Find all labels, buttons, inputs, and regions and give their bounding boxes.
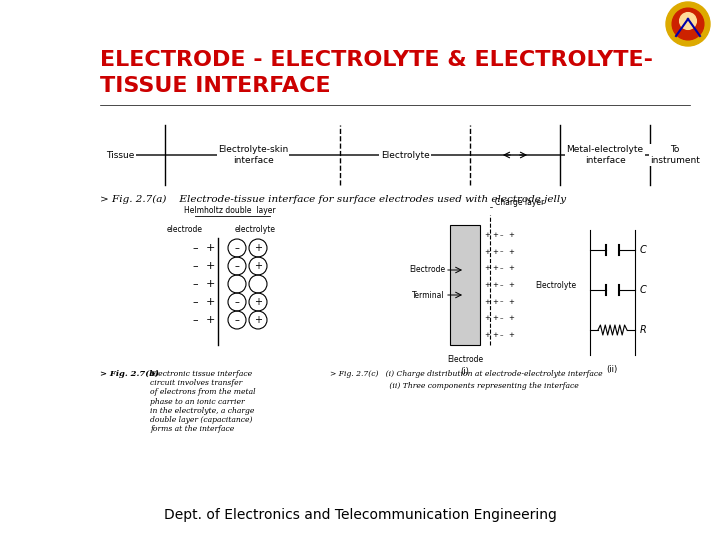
Bar [450,225,480,345]
Text: Helmholtz double  layer: Helmholtz double layer [184,206,276,215]
Text: –: – [192,297,198,307]
Text: –: – [192,243,198,253]
Text: –: – [235,315,240,325]
Circle shape [672,8,704,40]
Text: +: + [508,315,514,321]
Text: +: + [492,299,498,305]
Text: Electrolyte-skin
interface: Electrolyte-skin interface [218,145,288,165]
Text: Dept. of Electronics and Telecommunication Engineering: Dept. of Electronics and Telecommunicati… [163,508,557,522]
Text: –: – [500,332,503,338]
Text: electrode: electrode [167,225,203,234]
Text: +: + [484,332,490,338]
Text: To
instrument: To instrument [650,145,700,165]
Text: Electrolyte: Electrolyte [381,151,429,159]
Text: +: + [508,282,514,288]
Text: R: R [640,325,647,335]
Text: +: + [492,248,498,255]
Text: +: + [484,299,490,305]
Text: Electronic tissue interface
circuit involves transfer
of electrons from the meta: Electronic tissue interface circuit invo… [150,370,256,433]
Text: Terminal: Terminal [413,291,445,300]
Text: +: + [484,248,490,255]
Text: Electrolyte: Electrolyte [535,280,576,289]
Text: –: – [235,261,240,271]
Text: Electrode: Electrode [409,266,445,274]
Text: > Fig. 2.7(c)   (i) Charge distribution at electrode-electrolyte interface: > Fig. 2.7(c) (i) Charge distribution at… [330,370,603,378]
Text: –: – [500,265,503,271]
Text: –: – [192,315,198,325]
Text: +: + [254,261,262,271]
Text: –: – [192,279,198,289]
Text: +: + [484,282,490,288]
Text: +: + [492,232,498,238]
Text: (i): (i) [461,367,469,376]
Text: –: – [235,297,240,307]
Text: > Fig. 2.7(a)    Electrode-tissue interface for surface electrodes used with ele: > Fig. 2.7(a) Electrode-tissue interface… [100,195,566,204]
Text: (ii) Three components representing the interface: (ii) Three components representing the i… [330,382,579,390]
Text: +: + [508,265,514,271]
Text: +: + [492,282,498,288]
Text: C: C [640,245,647,255]
Text: Electrode: Electrode [447,355,483,364]
Text: –: – [235,243,240,253]
Text: +: + [508,299,514,305]
Text: C: C [640,285,647,295]
Text: –: – [500,299,503,305]
Text: –: – [500,232,503,238]
Text: +: + [492,332,498,338]
Text: +: + [254,315,262,325]
Text: Tissue: Tissue [106,151,134,159]
Text: +: + [254,243,262,253]
Text: +: + [254,297,262,307]
Circle shape [666,2,710,46]
Text: Charge layer: Charge layer [495,198,544,207]
Text: –: – [500,282,503,288]
Text: ELECTRODE - ELECTROLYTE & ELECTROLYTE-: ELECTRODE - ELECTROLYTE & ELECTROLYTE- [100,50,653,70]
Text: TISSUE INTERFACE: TISSUE INTERFACE [100,76,330,96]
Circle shape [680,12,696,29]
Text: –: – [500,248,503,255]
Text: –: – [192,261,198,271]
Text: +: + [205,315,215,325]
Text: –: – [500,315,503,321]
Text: +: + [484,232,490,238]
Text: +: + [484,265,490,271]
Text: Metal-electrolyte
interface: Metal-electrolyte interface [567,145,644,165]
Text: +: + [205,279,215,289]
Text: (ii): (ii) [606,365,618,374]
Text: electrolyte: electrolyte [235,225,276,234]
Text: +: + [205,297,215,307]
Text: +: + [508,332,514,338]
Text: +: + [205,243,215,253]
Text: +: + [492,265,498,271]
Text: > Fig. 2.7(b): > Fig. 2.7(b) [100,370,159,378]
Text: +: + [508,248,514,255]
Text: +: + [508,232,514,238]
Text: +: + [205,261,215,271]
Text: +: + [492,315,498,321]
Text: +: + [484,315,490,321]
